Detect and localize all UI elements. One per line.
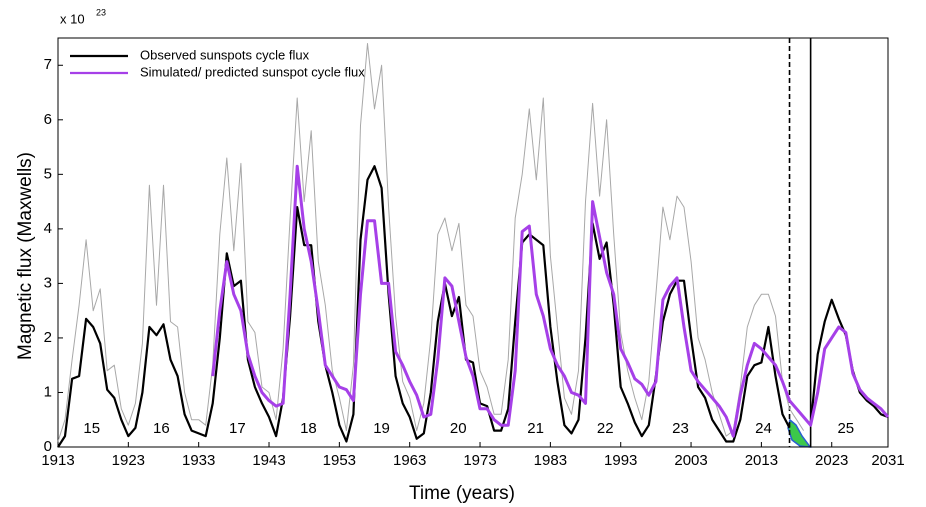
cycle-label: 22 <box>597 420 614 437</box>
multiplier-exponent: 23 <box>96 7 106 17</box>
x-tick-label: 1923 <box>112 452 145 469</box>
y-tick-label: 1 <box>44 383 52 400</box>
plot-frame <box>57 37 889 448</box>
x-tick-label: 1953 <box>323 452 356 469</box>
series-line <box>57 165 791 448</box>
x-tick-label: 2003 <box>674 452 707 469</box>
y-tick-label: 6 <box>44 111 52 128</box>
x-tick-label: 1963 <box>393 452 426 469</box>
series-line <box>211 164 890 438</box>
y-tick-label: 4 <box>44 220 52 237</box>
x-tick-label: 1983 <box>534 452 567 469</box>
cycle-label: 20 <box>450 420 467 437</box>
cycle-label: 18 <box>300 420 317 437</box>
cycle-label: 25 <box>837 420 854 437</box>
y-tick-label: 0 <box>44 438 52 455</box>
y-axis-label: Magnetic flux (Maxwells) <box>15 152 36 360</box>
x-tick-label: 1913 <box>41 452 74 469</box>
cycle-label: 19 <box>373 420 390 437</box>
x-tick-label: 2023 <box>815 452 848 469</box>
y-tick-label: 5 <box>44 165 52 182</box>
y-tick-label: 2 <box>44 329 52 346</box>
x-tick-label: 1943 <box>252 452 285 469</box>
x-tick-label: 1933 <box>182 452 215 469</box>
cycle-label: 24 <box>755 420 772 437</box>
cycle-label: 15 <box>83 420 100 437</box>
x-tick-label: 2031 <box>871 452 904 469</box>
multiplier: x 10 <box>60 11 85 26</box>
cycle-label: 16 <box>153 420 170 437</box>
x-tick-label: 1993 <box>604 452 637 469</box>
cycle-label: 21 <box>527 420 544 437</box>
series-line <box>57 43 805 442</box>
legend-label: Simulated/ predicted sunspot cycle flux <box>140 64 365 79</box>
x-axis-label: Time (years) <box>409 483 515 504</box>
cycle-label: 17 <box>229 420 246 437</box>
x-tick-label: 2013 <box>745 452 778 469</box>
y-tick-label: 7 <box>44 56 52 73</box>
y-tick-label: 3 <box>44 274 52 291</box>
legend-label: Observed sunspots cycle flux <box>140 47 310 62</box>
cycle-label: 23 <box>672 420 689 437</box>
x-tick-label: 1973 <box>463 452 496 469</box>
